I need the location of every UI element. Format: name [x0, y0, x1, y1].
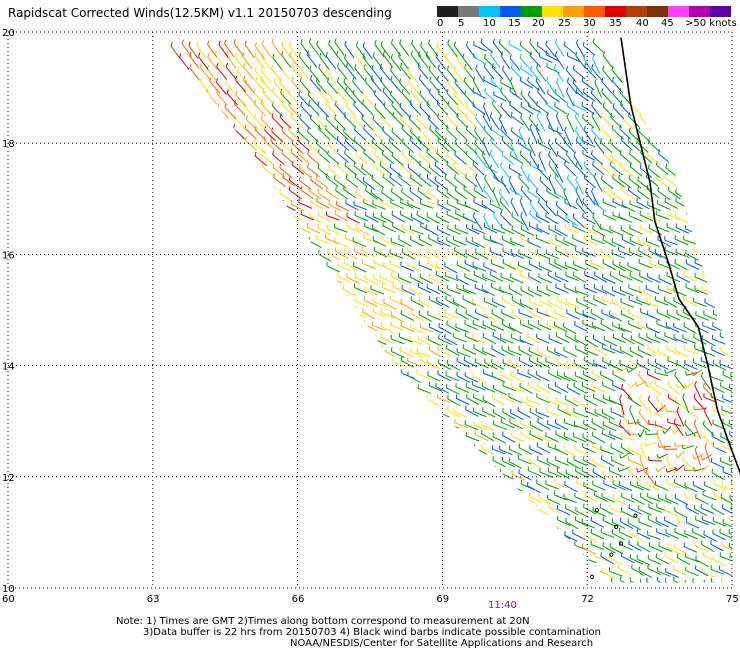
legend-swatch — [542, 6, 563, 17]
legend-swatch — [563, 6, 584, 17]
legend-swatch — [584, 6, 605, 17]
legend-labels: 0 5 10 15 20 25 30 35 40 45 >50 knots — [437, 17, 731, 31]
legend-label: 15 — [508, 18, 521, 29]
lat-label: 20 — [2, 28, 15, 39]
lon-label: 66 — [292, 594, 305, 605]
time-label: 11:40 — [488, 600, 517, 611]
legend-swatch — [647, 6, 668, 17]
lat-label: 12 — [2, 473, 15, 484]
map-title: Rapidscat Corrected Winds(12.5KM) v1.1 2… — [8, 6, 392, 20]
wind-barb-swath — [151, 38, 740, 591]
legend-label: 40 — [636, 18, 649, 29]
lon-label: 72 — [581, 594, 594, 605]
legend-label: 45 — [661, 18, 674, 29]
lon-label: 63 — [147, 594, 160, 605]
lat-label: 16 — [2, 250, 15, 261]
legend-swatch — [626, 6, 647, 17]
legend-label: 30 — [583, 18, 596, 29]
lon-label: 69 — [436, 594, 449, 605]
legend-label: 0 — [437, 18, 443, 29]
legend-swatch — [605, 6, 626, 17]
legend-label: 5 — [458, 18, 464, 29]
legend-label: 10 — [483, 18, 496, 29]
legend-label: 20 — [532, 18, 545, 29]
legend-label: 25 — [558, 18, 571, 29]
legend-swatch — [668, 6, 689, 17]
lon-label: 60 — [2, 594, 15, 605]
legend-swatch — [710, 6, 731, 17]
credit-line: NOAA/NESDIS/Center for Satellite Applica… — [290, 638, 593, 649]
note-line-2: 3)Data buffer is 22 hrs from 20150703 4)… — [143, 627, 601, 638]
lat-label: 18 — [2, 139, 15, 150]
legend-swatch — [521, 6, 542, 17]
lon-label: 75 — [726, 594, 739, 605]
wind-speed-legend: 0 5 10 15 20 25 30 35 40 45 >50 knots — [437, 6, 731, 31]
legend-label: >50 knots — [685, 18, 737, 29]
legend-swatch — [458, 6, 479, 17]
legend-swatch — [689, 6, 710, 17]
legend-colorbar — [437, 6, 731, 17]
legend-swatch — [500, 6, 521, 17]
legend-label: 35 — [609, 18, 622, 29]
legend-swatch — [437, 6, 458, 17]
note-line-1: Note: 1) Times are GMT 2)Times along bot… — [116, 616, 530, 627]
lat-label: 14 — [2, 362, 15, 373]
lat-lon-grid — [8, 32, 732, 588]
legend-swatch — [479, 6, 500, 17]
